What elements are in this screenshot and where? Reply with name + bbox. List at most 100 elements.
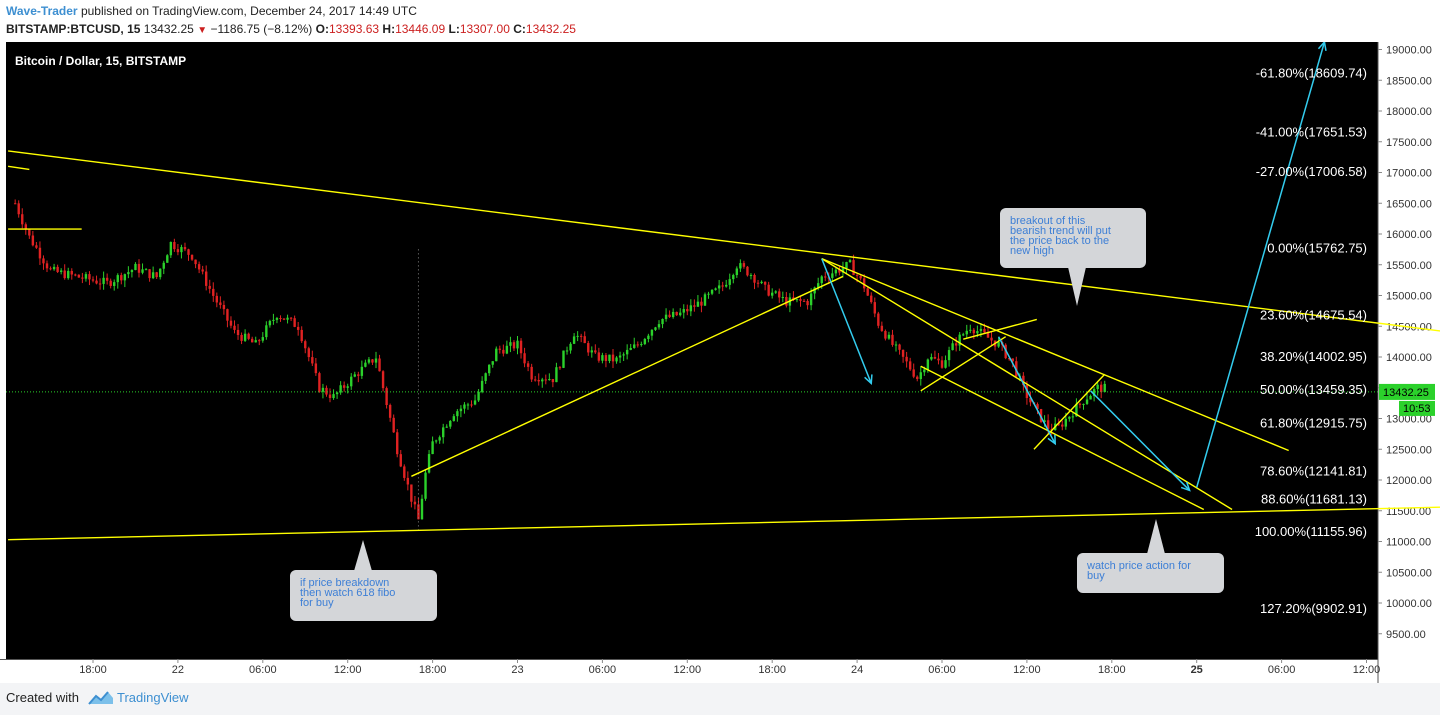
candle-body bbox=[583, 336, 586, 344]
y-tick-label: 16000.00 bbox=[1386, 229, 1432, 241]
candle-body bbox=[908, 361, 912, 370]
candle-body bbox=[636, 344, 639, 346]
candle-body bbox=[406, 477, 410, 485]
candle-body bbox=[148, 269, 151, 279]
candle-body bbox=[434, 440, 438, 442]
candle-body bbox=[236, 329, 240, 336]
candle-body bbox=[1043, 420, 1046, 423]
candle-body bbox=[116, 275, 119, 283]
candle-body bbox=[771, 292, 774, 296]
candle-body bbox=[891, 334, 894, 345]
candle-body bbox=[381, 371, 385, 389]
candle-body bbox=[739, 263, 742, 269]
trend-line bbox=[8, 506, 1440, 541]
time-axis[interactable] bbox=[0, 659, 1378, 683]
candle-body bbox=[396, 432, 399, 455]
candle-body bbox=[187, 249, 190, 255]
fib-level-label: -61.80%(18609.74) bbox=[1256, 66, 1367, 81]
candle-body bbox=[526, 363, 530, 367]
x-tick-label: 12:00 bbox=[334, 664, 362, 676]
candle-body bbox=[13, 203, 17, 205]
candle-body bbox=[473, 400, 477, 405]
candle-body bbox=[597, 352, 601, 361]
candle-body bbox=[279, 318, 282, 320]
candle-body bbox=[459, 408, 463, 412]
candle-body bbox=[824, 276, 827, 278]
candle-body bbox=[533, 379, 537, 381]
candle-body bbox=[725, 284, 728, 287]
price-axis[interactable] bbox=[1378, 42, 1440, 683]
candle-body bbox=[898, 344, 901, 350]
candle-body bbox=[944, 360, 947, 368]
trend-line bbox=[821, 257, 1289, 452]
candle-body bbox=[831, 273, 834, 278]
candle-body bbox=[304, 341, 307, 349]
callout-bubble: if price breakdown then watch 618 fibo for… bbox=[290, 540, 437, 621]
candle-body bbox=[1046, 420, 1050, 430]
candle-body bbox=[339, 385, 342, 393]
candle-body bbox=[562, 350, 565, 368]
low-value: 13307.00 bbox=[459, 22, 510, 36]
candle-body bbox=[979, 328, 983, 332]
candle-body bbox=[916, 376, 919, 380]
candle-body bbox=[98, 283, 102, 285]
candle-body bbox=[208, 285, 211, 289]
candle-body bbox=[367, 359, 371, 363]
candle-body bbox=[254, 340, 257, 343]
candle-body bbox=[282, 318, 286, 320]
author-link[interactable]: Wave-Trader bbox=[6, 4, 78, 18]
price-chart[interactable]: 9500.0010000.0010500.0011000.0011500.001… bbox=[0, 42, 1440, 683]
candle-body bbox=[1057, 423, 1060, 425]
y-tick-label: 9500.00 bbox=[1386, 629, 1426, 641]
candle-body bbox=[873, 302, 876, 314]
candle-body bbox=[923, 369, 926, 373]
candle-body bbox=[1099, 384, 1103, 393]
candle-body bbox=[795, 299, 799, 301]
candle-body bbox=[265, 325, 268, 338]
trend-lines bbox=[7, 150, 1440, 541]
fib-level-label: 23.60%(14675.54) bbox=[1260, 307, 1367, 322]
candle-body bbox=[555, 367, 558, 383]
candle-body bbox=[877, 313, 880, 326]
candle-body bbox=[728, 279, 731, 285]
tradingview-brand-link[interactable]: TradingView bbox=[117, 690, 189, 705]
last-price-marker: 13432.25 10:53 bbox=[1379, 383, 1435, 416]
y-tick-label: 11000.00 bbox=[1386, 537, 1431, 549]
candle-body bbox=[1022, 375, 1025, 386]
candle-body bbox=[742, 263, 746, 267]
x-tick-label: 18:00 bbox=[419, 664, 447, 676]
candle-body bbox=[1075, 403, 1078, 417]
arrow-shaft bbox=[1090, 390, 1191, 491]
x-tick-label: 06:00 bbox=[1268, 664, 1296, 676]
fib-level-label: -41.00%(17651.53) bbox=[1256, 124, 1367, 139]
x-tick-label: 12:00 bbox=[1013, 664, 1041, 676]
candle-body bbox=[802, 300, 806, 302]
candle-body bbox=[45, 263, 49, 269]
candle-body bbox=[477, 391, 480, 401]
candle-body bbox=[587, 343, 590, 353]
candle-body bbox=[226, 309, 229, 321]
candle-body bbox=[364, 362, 367, 367]
callouts: breakout of this bearish trend will put th… bbox=[290, 208, 1224, 621]
candle-body bbox=[417, 504, 420, 520]
projection-arrows bbox=[821, 42, 1327, 492]
candle-body bbox=[926, 359, 930, 370]
candle-body bbox=[219, 302, 222, 305]
y-tick-label: 10500.00 bbox=[1386, 567, 1432, 579]
callout-bubble: watch price action for buy bbox=[1077, 519, 1224, 593]
fib-level-label: 61.80%(12915.75) bbox=[1260, 416, 1367, 431]
candle-body bbox=[813, 287, 816, 294]
candle-body bbox=[954, 343, 958, 346]
candle-body bbox=[385, 388, 388, 406]
arrow-head bbox=[864, 374, 873, 386]
candle-body bbox=[378, 358, 381, 372]
published-text: published on TradingView.com, December 2… bbox=[80, 4, 417, 18]
candle-body bbox=[463, 404, 466, 409]
candle-body bbox=[502, 349, 505, 354]
footer: Created with TradingView bbox=[0, 683, 1440, 715]
candle-body bbox=[664, 314, 668, 319]
candle-body bbox=[480, 380, 484, 392]
candle-body bbox=[296, 326, 300, 330]
callout-tail bbox=[1147, 519, 1165, 554]
candle-body bbox=[983, 328, 986, 333]
